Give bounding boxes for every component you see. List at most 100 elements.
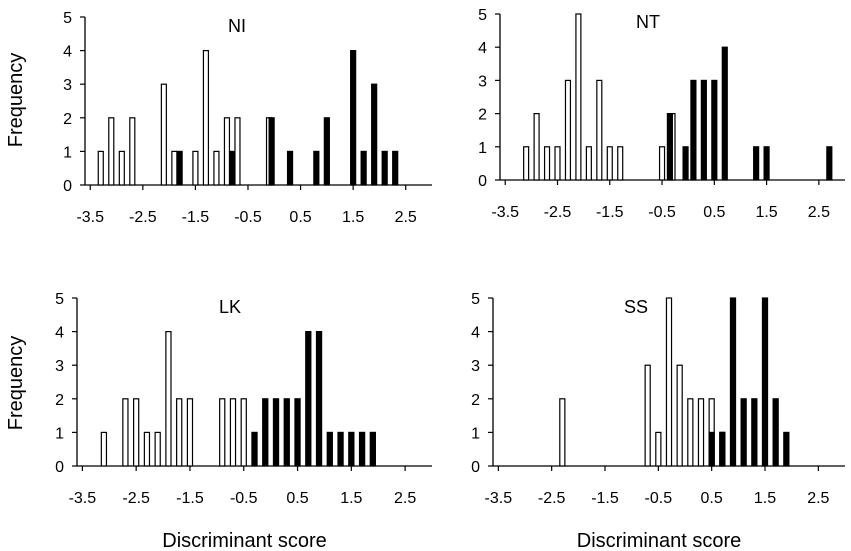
bar-open — [223, 117, 231, 186]
x-tick-label: -2.5 — [544, 204, 572, 221]
bar-open — [219, 398, 226, 467]
bar-open — [523, 146, 530, 181]
bar-open — [234, 117, 241, 186]
x-tick-label: -1.5 — [591, 490, 619, 507]
bar-open — [596, 79, 603, 181]
bar-open — [143, 431, 151, 467]
bar-solid — [283, 398, 290, 467]
x-tick-label: -0.5 — [234, 209, 262, 226]
bar-solid — [721, 46, 728, 181]
y-tick-label: 1 — [478, 140, 487, 157]
y-tick-label: 0 — [55, 459, 64, 476]
bar-open — [559, 398, 566, 467]
y-axis-title: Frequency — [5, 53, 27, 148]
bar-open — [687, 398, 694, 467]
histogram-panel-ss: 0 1 2 3 4 5 -3.5 -2.5 -1.5 -0.5 0.5 1.5 2.5 SS Discrim… — [471, 291, 845, 551]
bar-solid — [763, 146, 770, 181]
bar-open — [655, 431, 662, 467]
bar-solid — [294, 398, 301, 467]
bar-open — [171, 150, 178, 186]
bar-open — [176, 398, 183, 467]
x-tick-label: 2.5 — [394, 490, 416, 507]
y-tick-label: 3 — [63, 77, 72, 94]
bar-open — [575, 13, 582, 181]
x-tick-label: -2.5 — [129, 209, 157, 226]
bar-solid — [682, 146, 689, 181]
x-tick-label: 0.5 — [286, 490, 308, 507]
bar-solid — [783, 431, 790, 467]
bar-open — [229, 398, 237, 467]
bar-open — [644, 364, 651, 467]
histogram-panel-nt: 0 1 2 3 4 5 -3.5 -2.5 -1.5 -0.5 0.5 1.5 2.5 NT — [478, 7, 845, 221]
bar-open — [533, 112, 540, 181]
y-tick-label: 0 — [471, 459, 480, 476]
bar-open — [186, 398, 194, 467]
panel-title: NT — [636, 12, 660, 32]
bar-open — [100, 431, 108, 467]
bar-open — [154, 431, 161, 467]
bar-open — [122, 398, 129, 467]
bar-solid — [711, 79, 718, 181]
bar-solid — [700, 79, 707, 181]
bar-open — [160, 83, 167, 186]
bar-solid — [751, 398, 758, 467]
bar-solid — [268, 117, 275, 186]
bar-open — [658, 146, 666, 181]
x-tick-label: -0.5 — [648, 204, 676, 221]
bar-solid — [392, 150, 399, 186]
bar-solid — [262, 398, 269, 467]
bar-open — [554, 146, 561, 181]
bar-solid — [315, 331, 323, 467]
bar-open — [108, 117, 115, 186]
x-tick-label: -3.5 — [76, 209, 104, 226]
bar-open — [192, 150, 199, 186]
bar-open — [240, 398, 247, 467]
y-tick-label: 4 — [471, 325, 480, 342]
x-axis-title: Discriminant score — [162, 530, 326, 551]
bar-solid — [719, 431, 726, 467]
bar-solid — [666, 112, 673, 181]
bar-solid — [348, 431, 355, 467]
x-tick-label: -1.5 — [182, 209, 210, 226]
histogram-panel-lk: 0 1 2 3 4 5 -3.5 -2.5 -1.5 -0.5 0.5 1.5 2.5 LK Frequen… — [5, 291, 432, 551]
y-tick-label: 0 — [478, 173, 487, 190]
bar-solid — [323, 117, 330, 186]
bar-open — [165, 331, 172, 467]
y-tick-label: 5 — [471, 291, 480, 308]
y-tick-label: 2 — [478, 107, 487, 124]
bar-solid — [371, 83, 378, 186]
y-tick-label: 1 — [471, 425, 480, 442]
x-tick-label: -3.5 — [491, 204, 519, 221]
y-tick-label: 1 — [63, 144, 72, 161]
bar-solid — [690, 79, 697, 181]
bar-solid — [360, 150, 367, 186]
bar-solid — [381, 150, 388, 186]
y-tick-label: 3 — [471, 358, 480, 375]
y-tick-label: 0 — [63, 178, 72, 195]
panel-title: SS — [624, 297, 648, 317]
bar-solid — [286, 150, 294, 186]
bar-open — [676, 364, 683, 467]
bar-solid — [772, 398, 779, 467]
bar-open — [213, 150, 220, 186]
y-tick-label: 4 — [63, 44, 72, 61]
bar-solid — [740, 398, 747, 467]
x-tick-label: 2.5 — [807, 490, 829, 507]
y-tick-label: 4 — [55, 325, 64, 342]
x-tick-label: 2.5 — [808, 204, 830, 221]
x-tick-label: 0.5 — [703, 204, 725, 221]
x-tick-label: -1.5 — [596, 204, 624, 221]
x-tick-label: -2.5 — [538, 490, 566, 507]
y-tick-label: 1 — [55, 425, 64, 442]
bar-open — [564, 79, 572, 181]
bar-solid — [326, 431, 333, 467]
y-tick-label: 5 — [63, 10, 72, 27]
bar-solid — [251, 431, 258, 467]
bar-solid — [350, 49, 357, 186]
histogram-panel-ni: 0 1 2 3 4 5 -3.5 -2.5 -1.5 -0.5 0.5 1.5 2.5 NI Frequen… — [5, 10, 432, 226]
y-tick-label: 5 — [478, 7, 487, 24]
y-axis-title: Frequency — [5, 336, 27, 431]
x-tick-label: 1.5 — [754, 490, 776, 507]
panel-title: NI — [228, 16, 246, 36]
